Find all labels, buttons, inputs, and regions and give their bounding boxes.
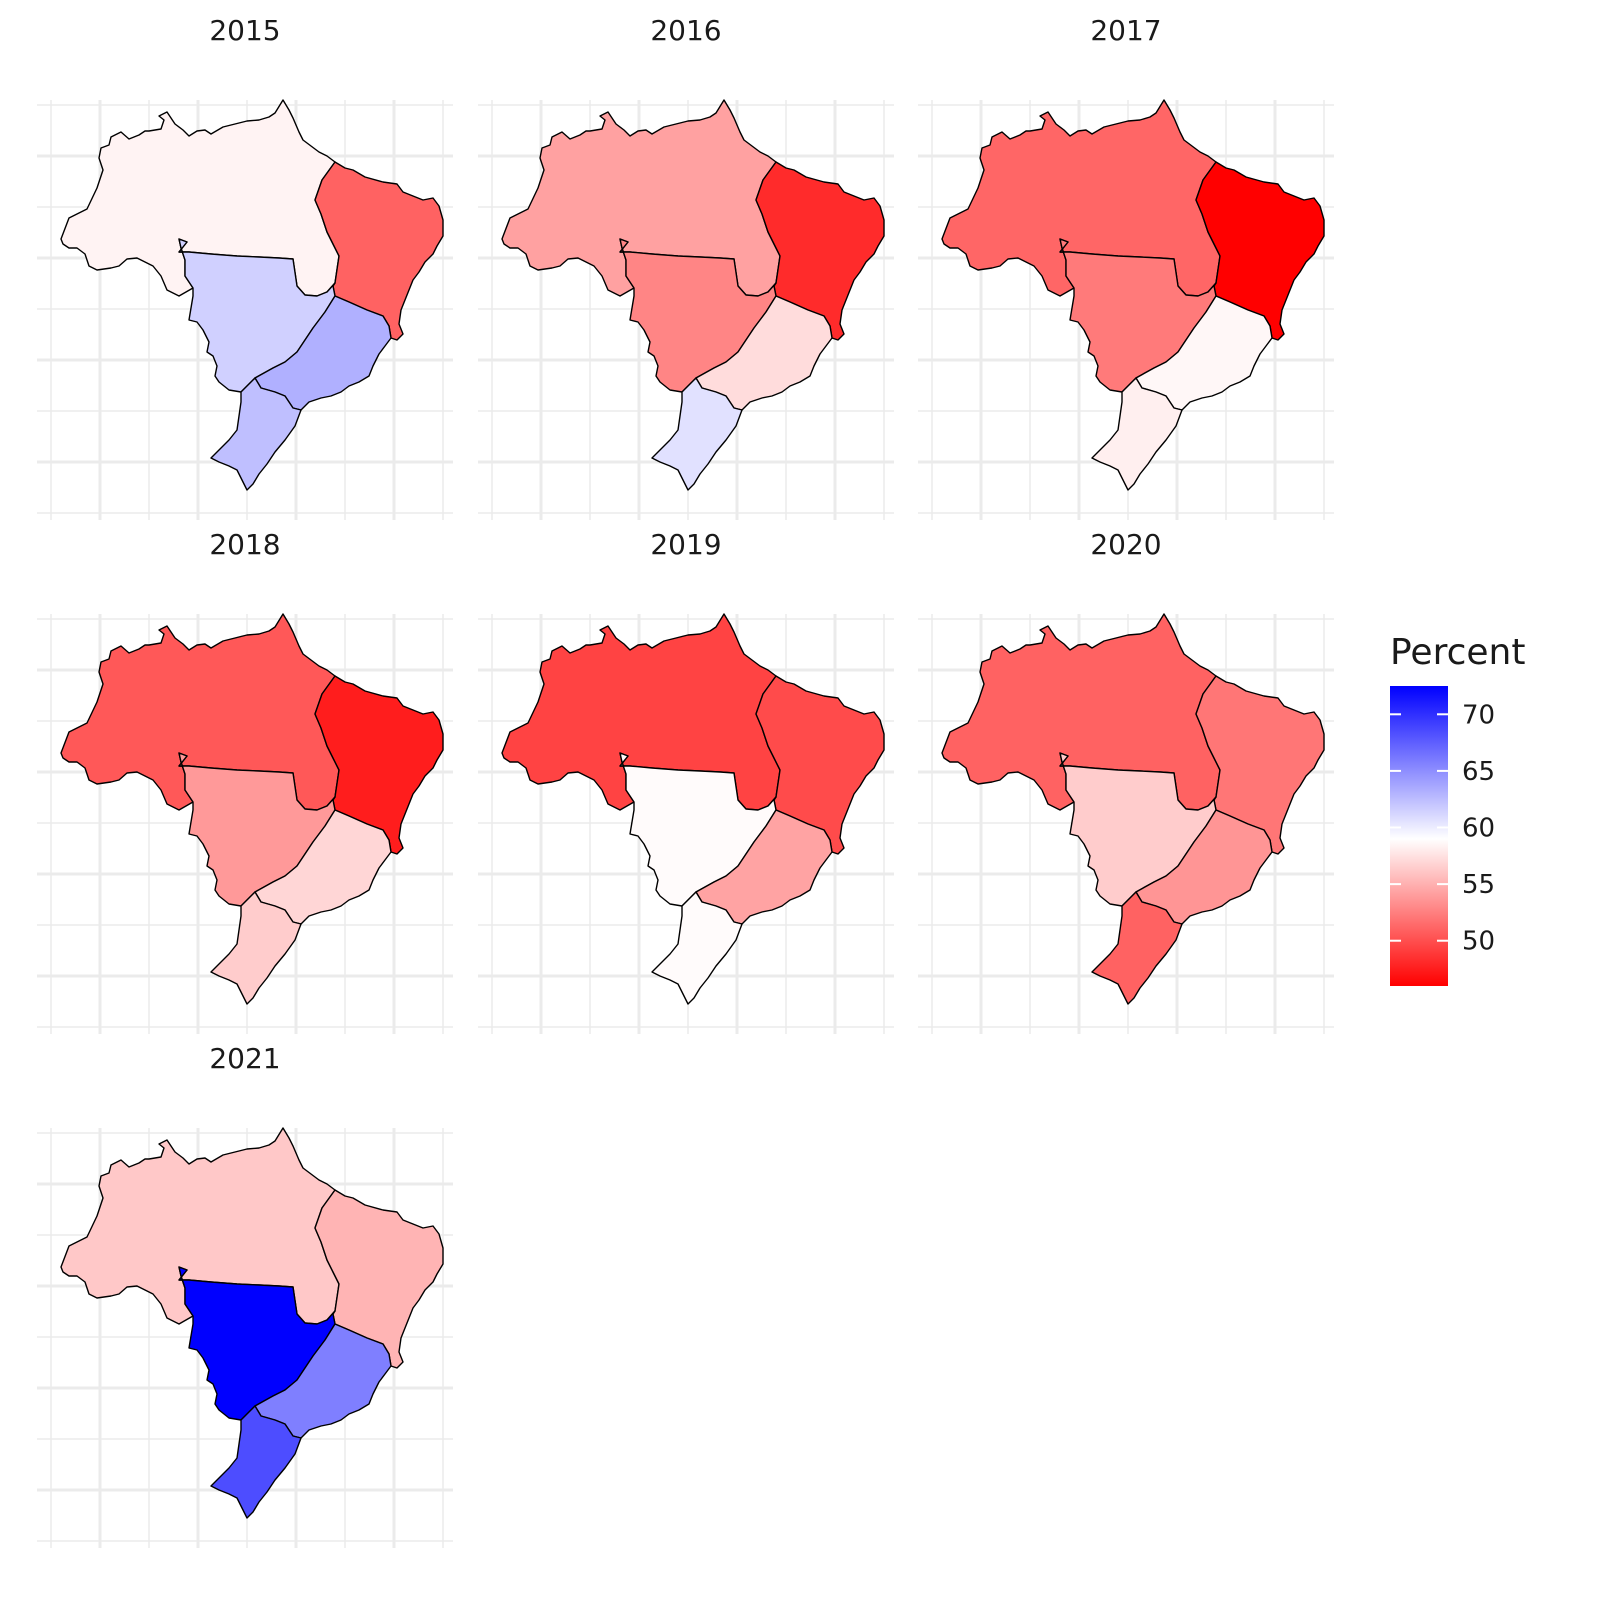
region-southeast	[254, 809, 392, 925]
region-northeast	[755, 161, 885, 341]
region-south	[651, 891, 743, 1005]
facet-title: 2017	[1090, 14, 1161, 47]
region-south	[210, 377, 302, 491]
brazil-map	[60, 1127, 444, 1519]
facet-title: 2018	[209, 528, 280, 561]
region-northeast	[1195, 161, 1325, 341]
region-southeast	[1135, 809, 1273, 925]
facet-panel-2015: 2015	[37, 14, 453, 520]
facet-panel-2017: 2017	[918, 14, 1334, 520]
region-southeast	[254, 1323, 392, 1439]
facet-title: 2020	[1090, 528, 1161, 561]
legend-tick-label: 60	[1462, 814, 1495, 844]
region-southeast	[254, 295, 392, 411]
facet-title: 2016	[650, 14, 721, 47]
region-south	[651, 377, 743, 491]
region-northeast	[1195, 675, 1325, 855]
facet-panel-2019: 2019	[478, 528, 894, 1034]
color-legend: Percent 50 55 60 65 70	[1390, 632, 1525, 986]
facet-title: 2015	[209, 14, 280, 47]
facet-panels: 2015 2016 2017 2018 2019 2020 2021	[37, 14, 1334, 1548]
brazil-map	[60, 99, 444, 491]
region-southeast	[1135, 295, 1273, 411]
brazil-map	[501, 99, 885, 491]
legend-tick-label: 50	[1462, 927, 1495, 957]
legend-tick-label: 70	[1462, 700, 1495, 730]
region-south	[1091, 891, 1183, 1005]
region-southeast	[695, 809, 833, 925]
brazil-map	[941, 613, 1325, 1005]
region-northeast	[314, 1189, 444, 1369]
region-northeast	[755, 675, 885, 855]
region-south	[210, 1405, 302, 1519]
brazil-map	[60, 613, 444, 1005]
legend-title: Percent	[1390, 632, 1525, 673]
brazil-map	[941, 99, 1325, 491]
facet-panel-2021: 2021	[37, 1042, 453, 1548]
legend-tick-label: 65	[1462, 757, 1495, 787]
region-south	[210, 891, 302, 1005]
facet-panel-2020: 2020	[918, 528, 1334, 1034]
legend-colorbar	[1390, 686, 1448, 986]
facet-title: 2019	[650, 528, 721, 561]
region-northeast	[314, 675, 444, 855]
region-northeast	[314, 161, 444, 341]
legend-tick-label: 55	[1462, 870, 1495, 900]
facet-panel-2018: 2018	[37, 528, 453, 1034]
brazil-map	[501, 613, 885, 1005]
region-south	[1091, 377, 1183, 491]
region-southeast	[695, 295, 833, 411]
facet-title: 2021	[209, 1042, 280, 1075]
facet-panel-2016: 2016	[478, 14, 894, 520]
